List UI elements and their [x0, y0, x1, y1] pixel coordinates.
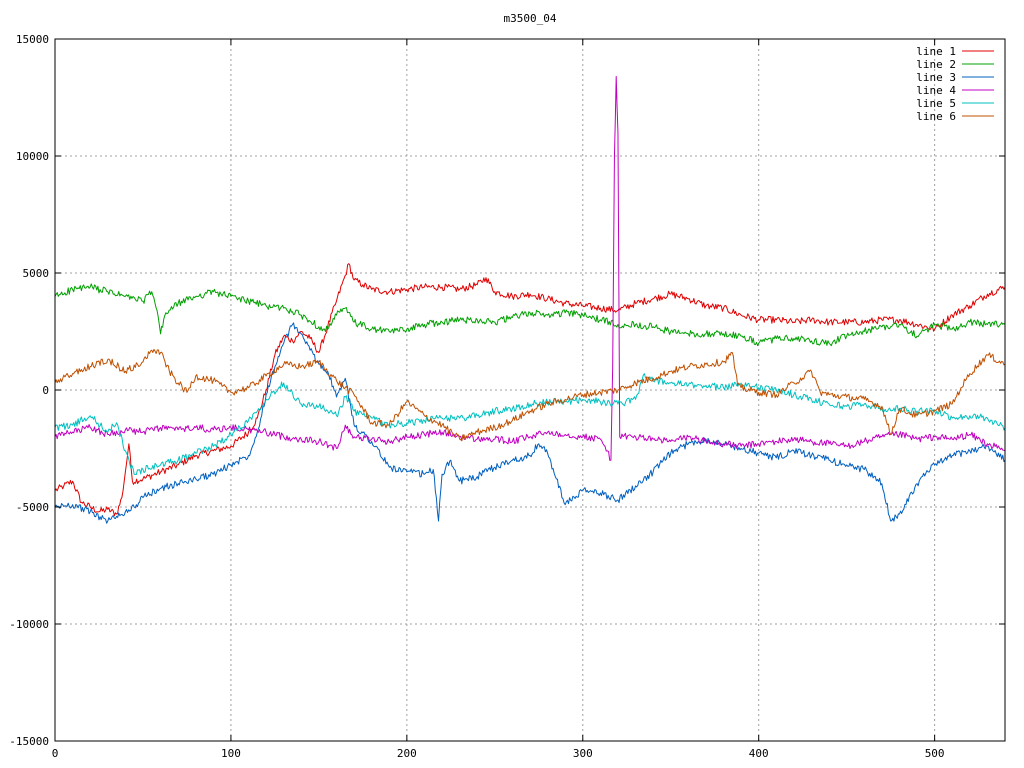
series-line-6	[54, 348, 1006, 442]
series-line-4	[54, 75, 1006, 461]
axis-ticks: -15000 -10000 -5000 0 5000 10000 15000 0 100 200 3…	[9, 33, 1005, 760]
y-tick-label: 10000	[16, 150, 49, 163]
legend-label: line 6	[916, 110, 956, 123]
x-tick-label: 300	[573, 747, 593, 760]
y-tick-label: -10000	[9, 618, 49, 631]
y-tick-label: 0	[42, 384, 49, 397]
legend-label: line 4	[916, 84, 956, 97]
legend-label: line 1	[916, 45, 956, 58]
series-line-5	[54, 373, 1006, 475]
y-tick-label: -15000	[9, 735, 49, 748]
series-layer	[54, 75, 1006, 524]
legend-label: line 3	[916, 71, 956, 84]
x-tick-label: 0	[52, 747, 59, 760]
legend-label: line 2	[916, 58, 956, 71]
y-tick-label: 5000	[23, 267, 50, 280]
legend-label: line 5	[916, 97, 956, 110]
x-tick-label: 400	[749, 747, 769, 760]
series-line-1	[54, 263, 1006, 517]
y-tick-label: 15000	[16, 33, 49, 46]
x-tick-label: 200	[397, 747, 417, 760]
series-line-3	[54, 322, 1006, 524]
x-tick-label: 500	[925, 747, 945, 760]
grid-lines	[55, 39, 1005, 741]
chart-title: m3500_04	[504, 12, 557, 25]
y-tick-label: -5000	[16, 501, 49, 514]
series-line-2	[54, 283, 1006, 347]
x-tick-label: 100	[221, 747, 241, 760]
